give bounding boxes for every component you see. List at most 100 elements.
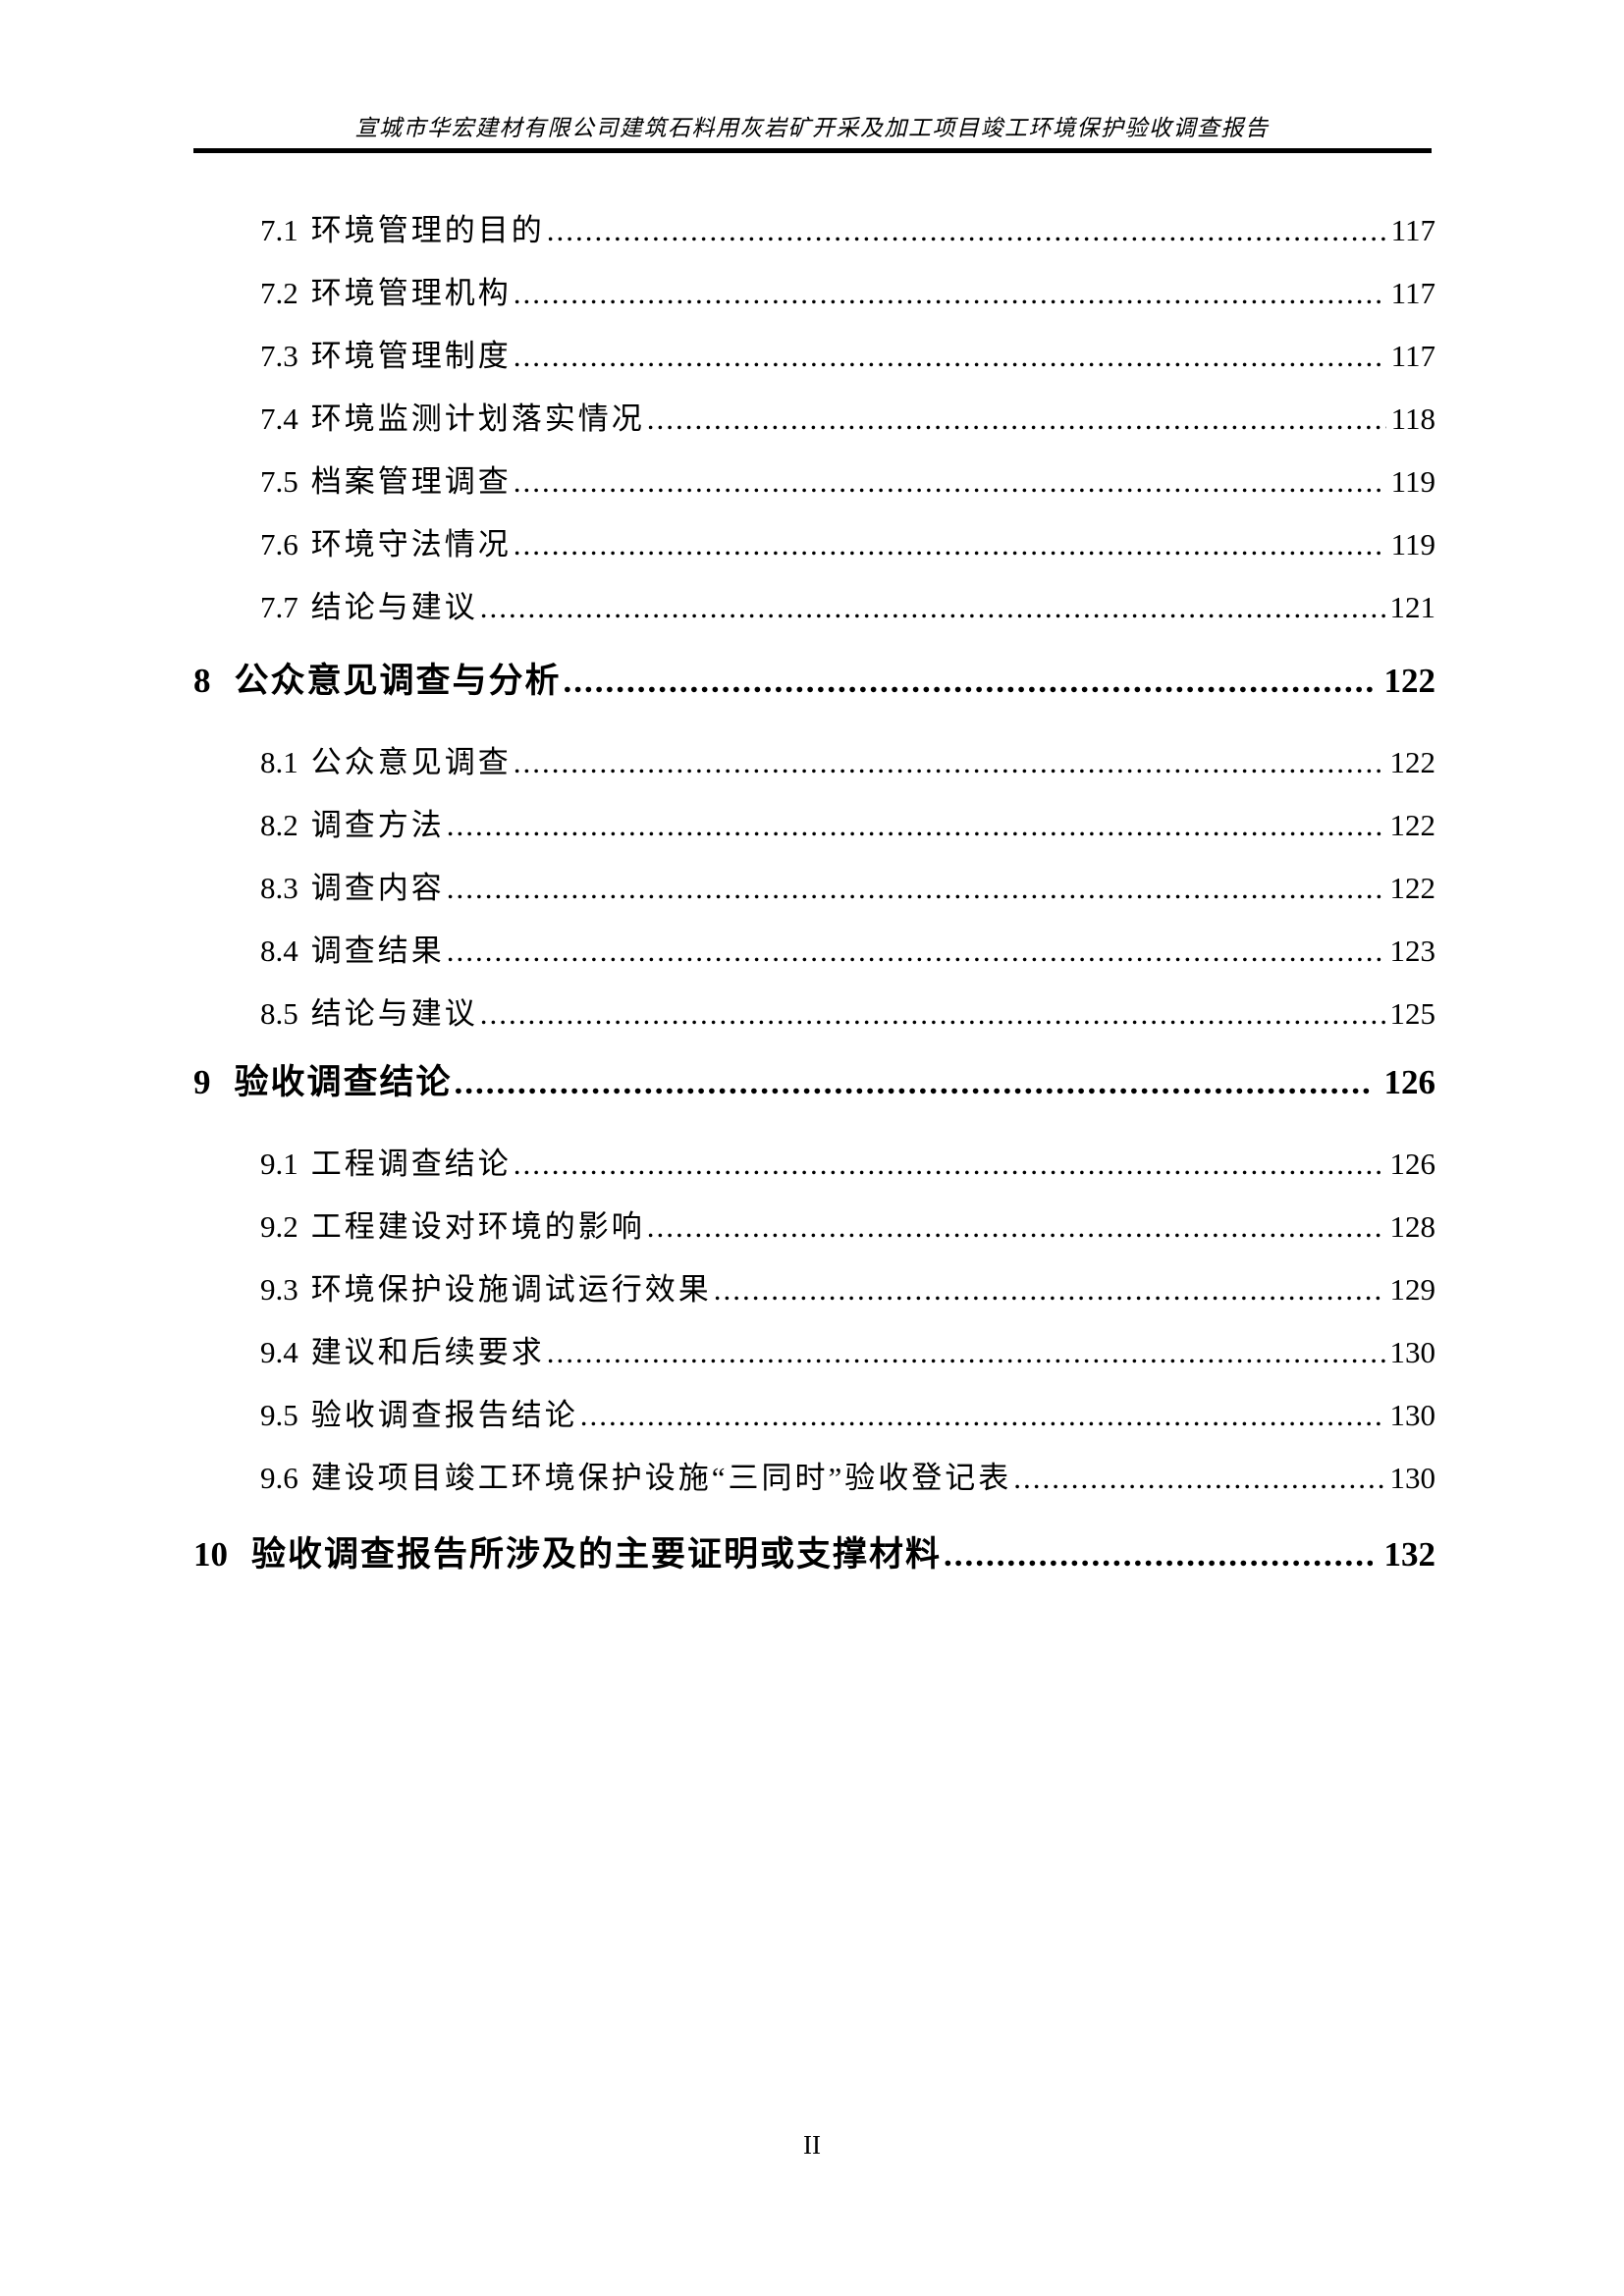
toc-entry-8-2[interactable]: 8.2 调查方法 ................................… bbox=[193, 809, 1435, 841]
toc-entry-page: 130 bbox=[1389, 1335, 1436, 1369]
toc-entry-7-7[interactable]: 7.7 结论与建议 ...............................… bbox=[193, 591, 1435, 623]
leader-dots: ........................................… bbox=[646, 1210, 1385, 1243]
leader-dots: ........................................… bbox=[513, 528, 1386, 561]
toc-entry-number: 9.1 bbox=[260, 1147, 298, 1181]
toc-entry-title: 档案管理调查 bbox=[310, 464, 512, 499]
leader-dots: ........................................… bbox=[446, 809, 1385, 841]
toc-entry-title: 环境保护设施调试运行效果 bbox=[310, 1272, 712, 1307]
toc-entry-number: 7.2 bbox=[260, 276, 298, 310]
toc-entry-page: 122 bbox=[1389, 808, 1436, 842]
toc-entry-number: 10 bbox=[193, 1535, 228, 1574]
toc-entry-7-5[interactable]: 7.5 档案管理调查 ..............................… bbox=[193, 465, 1435, 498]
toc-entry-9-2[interactable]: 9.2 工程建设对环境的影响 ..........................… bbox=[193, 1210, 1435, 1243]
toc-entry-page: 121 bbox=[1389, 590, 1436, 624]
toc-entry-title: 结论与建议 bbox=[310, 996, 478, 1031]
toc-entry-page: 117 bbox=[1390, 339, 1435, 373]
toc-entry-title: 建议和后续要求 bbox=[310, 1335, 545, 1369]
toc-entry-number: 7.4 bbox=[260, 401, 298, 436]
toc-entry-title: 调查结果 bbox=[310, 934, 445, 968]
toc-entry-number: 8.4 bbox=[260, 934, 298, 968]
toc-entry-7-4[interactable]: 7.4 环境监测计划落实情况 ..........................… bbox=[193, 402, 1435, 435]
toc-entry-page: 132 bbox=[1383, 1535, 1436, 1574]
toc-entry-number: 8.2 bbox=[260, 808, 298, 842]
toc-entry-9-1[interactable]: 9.1 工程调查结论 ..............................… bbox=[193, 1148, 1435, 1180]
toc-entry-9[interactable]: 9 验收调查结论 ................................… bbox=[193, 1062, 1435, 1103]
toc-entry-page: 118 bbox=[1390, 401, 1435, 436]
toc-entry-title: 公众意见调查与分析 bbox=[234, 662, 562, 700]
toc-entry-number: 7.3 bbox=[260, 339, 298, 373]
toc-entry-number: 7.1 bbox=[260, 213, 298, 247]
leader-dots: ........................................… bbox=[546, 214, 1386, 246]
toc-entry-number: 8.1 bbox=[260, 745, 298, 779]
leader-dots: ........................................… bbox=[513, 340, 1386, 372]
toc-entry-page: 126 bbox=[1383, 1063, 1436, 1101]
toc-entry-page: 122 bbox=[1389, 745, 1436, 779]
toc-entry-title: 验收调查报告所涉及的主要证明或支撑材料 bbox=[251, 1535, 943, 1574]
leader-dots: ........................................… bbox=[513, 465, 1386, 498]
toc-entry-8-3[interactable]: 8.3 调查内容 ................................… bbox=[193, 872, 1435, 904]
toc-entry-page: 129 bbox=[1389, 1272, 1436, 1307]
leader-dots: ........................................… bbox=[546, 1336, 1385, 1368]
toc-entry-title: 结论与建议 bbox=[310, 590, 478, 624]
toc-entry-page: 122 bbox=[1383, 662, 1436, 700]
toc-entry-page: 122 bbox=[1389, 871, 1436, 905]
leader-dots: ........................................… bbox=[479, 591, 1385, 623]
toc-entry-page: 123 bbox=[1389, 934, 1436, 968]
toc-entry-7-3[interactable]: 7.3 环境管理制度 ..............................… bbox=[193, 340, 1435, 372]
toc-entry-page: 119 bbox=[1390, 527, 1435, 561]
toc-entry-9-4[interactable]: 9.4 建议和后续要求 .............................… bbox=[193, 1336, 1435, 1368]
toc-entry-title: 环境管理的目的 bbox=[310, 213, 545, 247]
toc-entry-9-6[interactable]: 9.6 建设项目竣工环境保护设施“三同时”验收登记表 ..............… bbox=[193, 1462, 1435, 1494]
toc-entry-title: 调查方法 bbox=[310, 808, 445, 842]
toc-entry-page: 125 bbox=[1389, 996, 1436, 1031]
toc-entry-7-2[interactable]: 7.2 环境管理机构 ..............................… bbox=[193, 277, 1435, 309]
toc-entry-8[interactable]: 8 公众意见调查与分析 .............................… bbox=[193, 661, 1435, 702]
leader-dots: ........................................… bbox=[479, 997, 1385, 1030]
toc-entry-title: 环境监测计划落实情况 bbox=[310, 401, 645, 436]
toc-entry-8-1[interactable]: 8.1 公众意见调查 ..............................… bbox=[193, 746, 1435, 778]
toc-entry-title: 环境守法情况 bbox=[310, 527, 512, 561]
toc-entry-7-1[interactable]: 7.1 环境管理的目的 .............................… bbox=[193, 214, 1435, 246]
toc-entry-10[interactable]: 10 验收调查报告所涉及的主要证明或支撑材料 ..................… bbox=[193, 1534, 1435, 1575]
toc-entry-8-4[interactable]: 8.4 调查结果 ................................… bbox=[193, 934, 1435, 967]
toc-entry-9-5[interactable]: 9.5 验收调查报告结论 ............................… bbox=[193, 1399, 1435, 1431]
leader-dots: ........................................… bbox=[513, 1148, 1385, 1180]
leader-dots: ........................................… bbox=[713, 1273, 1385, 1306]
toc-entry-page: 128 bbox=[1389, 1209, 1436, 1244]
table-of-contents: 7.1 环境管理的目的 .............................… bbox=[193, 214, 1435, 1575]
toc-entry-title: 工程调查结论 bbox=[310, 1147, 512, 1181]
toc-entry-number: 7.7 bbox=[260, 590, 298, 624]
leader-dots: ........................................… bbox=[944, 1535, 1372, 1574]
leader-dots: ........................................… bbox=[1013, 1462, 1384, 1494]
leader-dots: ........................................… bbox=[563, 662, 1373, 700]
document-header-title: 宣城市华宏建材有限公司建筑石料用灰岩矿开采及加工项目竣工环境保护验收调查报告 bbox=[354, 116, 1270, 140]
header-rule bbox=[193, 148, 1432, 153]
toc-entry-page: 130 bbox=[1389, 1461, 1436, 1495]
toc-entry-9-3[interactable]: 9.3 环境保护设施调试运行效果 ........................… bbox=[193, 1273, 1435, 1306]
toc-entry-page: 126 bbox=[1389, 1147, 1436, 1181]
toc-entry-8-5[interactable]: 8.5 结论与建议 ...............................… bbox=[193, 997, 1435, 1030]
toc-entry-title: 调查内容 bbox=[310, 871, 445, 905]
toc-entry-title: 验收调查报告结论 bbox=[310, 1398, 578, 1432]
toc-entry-number: 7.6 bbox=[260, 527, 298, 561]
leader-dots: ........................................… bbox=[513, 277, 1386, 309]
toc-entry-number: 8 bbox=[193, 662, 211, 700]
toc-entry-page: 130 bbox=[1389, 1398, 1436, 1432]
toc-entry-title: 建设项目竣工环境保护设施“三同时”验收登记表 bbox=[310, 1461, 1012, 1495]
toc-entry-title: 工程建设对环境的影响 bbox=[310, 1209, 645, 1244]
toc-entry-number: 8.3 bbox=[260, 871, 298, 905]
toc-entry-number: 9 bbox=[193, 1063, 211, 1101]
leader-dots: ........................................… bbox=[579, 1399, 1385, 1431]
toc-entry-7-6[interactable]: 7.6 环境守法情况 ..............................… bbox=[193, 528, 1435, 561]
page-number-roman: II bbox=[803, 2130, 821, 2160]
toc-entry-title: 环境管理制度 bbox=[310, 339, 512, 373]
toc-entry-number: 9.6 bbox=[260, 1461, 298, 1495]
toc-entry-page: 117 bbox=[1390, 213, 1435, 247]
toc-entry-title: 公众意见调查 bbox=[310, 745, 512, 779]
toc-entry-title: 环境管理机构 bbox=[310, 276, 512, 310]
toc-entry-number: 7.5 bbox=[260, 464, 298, 499]
toc-entry-number: 8.5 bbox=[260, 996, 298, 1031]
toc-entry-page: 119 bbox=[1390, 464, 1435, 499]
leader-dots: ........................................… bbox=[454, 1063, 1373, 1101]
toc-entry-number: 9.4 bbox=[260, 1335, 298, 1369]
